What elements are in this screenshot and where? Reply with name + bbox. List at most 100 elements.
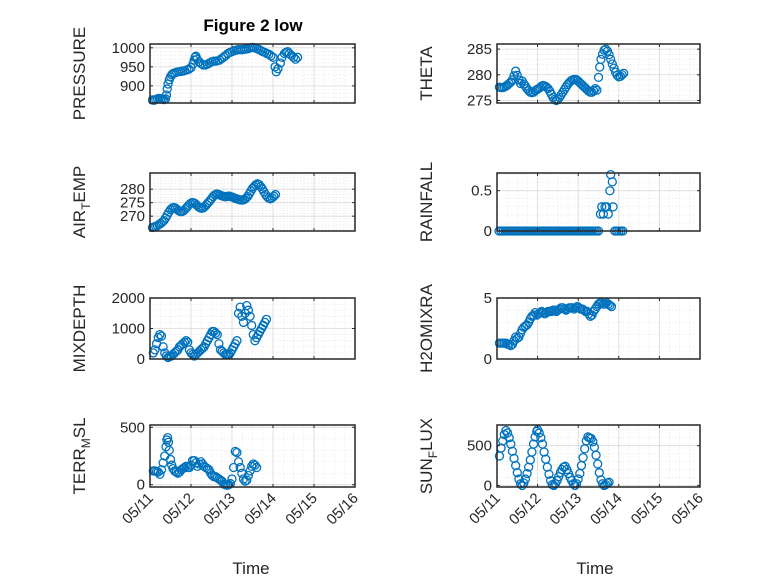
panel-4-data-point — [607, 177, 617, 187]
panel-8-data-point — [588, 437, 598, 447]
panel-7-x-tick-label: 05/13 — [200, 490, 239, 529]
panel-2-data-point — [590, 83, 600, 94]
panel-2-data-point — [592, 85, 602, 95]
panel-2-data-point — [596, 54, 606, 65]
panel-5-data-point — [210, 328, 221, 338]
panel-8-data-point — [549, 480, 559, 491]
panel-2-y-tick-label: 275 — [467, 92, 492, 109]
panel-7-x-tick-label: 05/16 — [323, 490, 362, 529]
panel-2-data-point — [551, 95, 561, 106]
panel-2-y-tick-label: 280 — [467, 67, 492, 84]
panel-2-data-point — [607, 59, 617, 69]
panel-1-y-tick-label: 1000 — [112, 40, 145, 57]
panel-8-data-point — [512, 468, 522, 478]
panel-6-data-point — [506, 340, 516, 351]
panel-2-data-point — [574, 77, 584, 87]
panel-1-data-point — [266, 51, 276, 61]
panel-2-data-point — [520, 81, 531, 91]
panel-5-data-point — [235, 302, 245, 312]
panel-2-data-point — [561, 82, 571, 92]
panel-7-data-point — [155, 469, 165, 480]
panel-2-data-point — [615, 71, 626, 81]
panel-6-data-point — [585, 311, 596, 321]
panel-7-x-tick-label: 05/14 — [241, 490, 280, 529]
panel-8-x-tick-label: 05/12 — [506, 490, 545, 529]
panel-5-data-point — [155, 329, 165, 340]
panel-1-data-point — [162, 84, 172, 94]
panel-7-y-tick-label: 0 — [137, 477, 145, 494]
panel-8-x-tick-label: 05/15 — [628, 490, 667, 529]
panel-7-data-point — [235, 462, 245, 473]
panel-7-data-point — [227, 474, 237, 484]
panel-7-data-point — [165, 454, 176, 465]
panel-8-axes-frame — [496, 424, 701, 488]
panel-1-data-point — [290, 54, 301, 64]
panel-8-data-point — [575, 468, 585, 479]
panel-3-data-point — [270, 189, 281, 200]
panel-5-data-point — [179, 337, 190, 347]
panel-7-data-point — [158, 458, 168, 468]
panel-2-data-point — [512, 70, 522, 80]
panel-8-data-point — [527, 447, 537, 457]
panel-1-data-point — [161, 90, 172, 100]
y-axis-label-panel-8: SUNFLUX — [417, 418, 440, 494]
panel-6-axes-frame — [496, 297, 701, 360]
panel-5-data-point — [261, 314, 272, 325]
panel-7-data-point — [156, 465, 167, 475]
panel-8-data-point — [573, 474, 583, 484]
panel-7-data-point — [233, 457, 244, 467]
panel-7-data-point — [232, 447, 242, 458]
panel-8-x-tick-label: 05/16 — [668, 490, 707, 529]
panel-2-data-point — [593, 72, 604, 82]
panel-6-data-point — [550, 305, 560, 315]
panel-2-data-point — [548, 92, 558, 103]
panel-7-data-point — [230, 446, 240, 457]
panel-3-y-tick-label: 270 — [120, 208, 145, 225]
panel-2-data-point — [511, 66, 521, 76]
panel-5-y-tick-label: 1000 — [112, 321, 145, 338]
panel-5-data-point — [161, 351, 172, 361]
y-axis-label-panel-6: H2OMIXRA — [417, 283, 436, 372]
x-axis-label-left: Time — [232, 559, 269, 578]
panel-3-axes-frame — [149, 172, 356, 232]
panel-5-data-point — [242, 300, 252, 311]
panel-5-data-point — [214, 339, 224, 349]
panel-2-data-point — [502, 80, 513, 90]
y-axis-label-panel-7: TERRMSL — [70, 417, 93, 494]
y-axis-label-panel-1: PRESSURE — [70, 27, 89, 121]
panel-7-data-point — [164, 445, 174, 455]
panel-8-data-point — [536, 433, 546, 443]
panel-8-data-point — [593, 459, 603, 469]
panel-5-data-point — [232, 336, 242, 346]
panel-8-data-point — [578, 452, 588, 463]
panel-8-data-point — [544, 469, 554, 479]
panel-7-data-point — [237, 468, 247, 478]
panel-2-data-point — [575, 78, 586, 89]
panel-5-data-point — [181, 336, 191, 346]
panel-6-y-tick-label: 0 — [484, 351, 492, 368]
panel-2-data-point — [519, 79, 529, 89]
panel-8-x-tick-label: 05/11 — [466, 490, 504, 528]
panel-8-data-point — [557, 464, 567, 475]
panel-7-data-point — [179, 462, 190, 473]
panel-3-y-tick-label: 280 — [120, 181, 145, 198]
panel-6-data-point — [600, 299, 610, 309]
panel-5-y-tick-label: 2000 — [112, 290, 145, 307]
panel-6-data-point — [528, 310, 539, 320]
panel-4-axes-frame — [496, 172, 701, 232]
panel-2-data-point — [617, 70, 627, 80]
panel-2-data-point — [572, 75, 583, 86]
panel-3-data-point — [198, 203, 208, 213]
panel-5-data-point — [238, 317, 249, 328]
panel-8-y-tick-label: 500 — [467, 438, 492, 455]
figure-title: Figure 2 low — [203, 16, 303, 35]
panel-6-data-point — [606, 301, 617, 312]
panel-2-data-point — [579, 81, 589, 92]
panel-1-data-point — [273, 64, 283, 74]
panel-2-data-point — [577, 80, 587, 90]
panel-7-x-tick-label: 05/15 — [282, 490, 321, 529]
panel-5-data-point — [247, 320, 257, 331]
panel-3-data-point — [251, 180, 261, 190]
panel-4-data-point — [605, 186, 615, 196]
panel-3-data-point — [267, 193, 277, 203]
